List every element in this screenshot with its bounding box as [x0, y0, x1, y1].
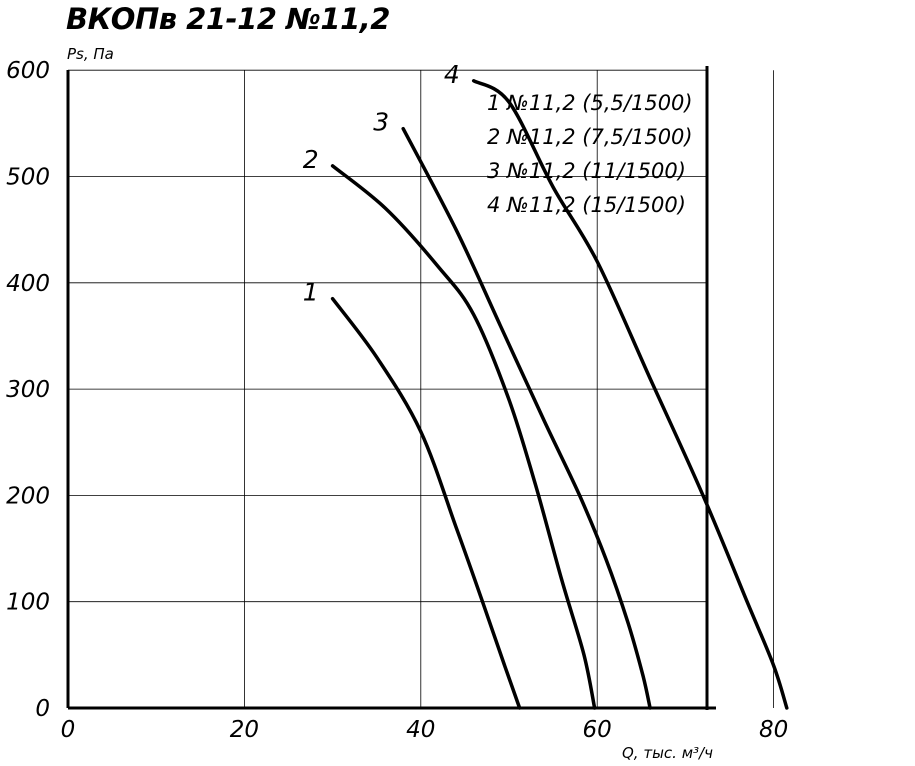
legend: 1 №11,2 (5,5/1500) 2 №11,2 (7,5/1500) 3 №1…: [487, 91, 693, 217]
series-line-1: [330, 296, 522, 710]
legend-entry-3: 3 №11,2 (11/1500): [487, 159, 686, 183]
series-label-3: 3: [373, 108, 389, 137]
legend-entry-1: 1 №11,2 (5,5/1500): [487, 91, 693, 115]
series-label-1: 1: [303, 278, 319, 307]
grid: [68, 69, 774, 708]
chart-title: ВКОПв 21-12 №11,2: [66, 2, 390, 36]
legend-entry-4: 4 №11,2 (15/1500): [487, 193, 686, 217]
axes: [66, 66, 716, 710]
x-tick-label: 20: [230, 717, 259, 743]
x-tick-label: 40: [406, 717, 435, 743]
x-axis-label: Q, тыс. м³/ч: [622, 744, 713, 762]
series: 1 2 3 4: [303, 60, 789, 710]
series-label-2: 2: [303, 145, 319, 174]
y-tick-label: 400: [6, 271, 50, 297]
y-tick-label: 600: [6, 58, 50, 84]
legend-entry-2: 2 №11,2 (7,5/1500): [487, 125, 693, 149]
series-line-4: [471, 79, 789, 710]
y-axis-label: Ps, Па: [67, 45, 114, 63]
x-tick-label: 60: [583, 717, 612, 743]
series-label-4: 4: [444, 60, 460, 89]
y-tick-label: 200: [6, 483, 50, 509]
y-tick-label: 100: [6, 590, 50, 616]
y-tick-label: 500: [6, 165, 50, 191]
x-tick-label: 80: [759, 717, 788, 743]
series-line-2: [330, 164, 597, 710]
series-line-3: [401, 126, 652, 710]
y-tick-label: 300: [6, 377, 50, 403]
tick-labels: 0 20 40 60 80 0 100 200 300 400 500 600: [6, 58, 788, 743]
x-tick-label: 0: [61, 717, 76, 743]
y-tick-label: 0: [35, 696, 50, 722]
